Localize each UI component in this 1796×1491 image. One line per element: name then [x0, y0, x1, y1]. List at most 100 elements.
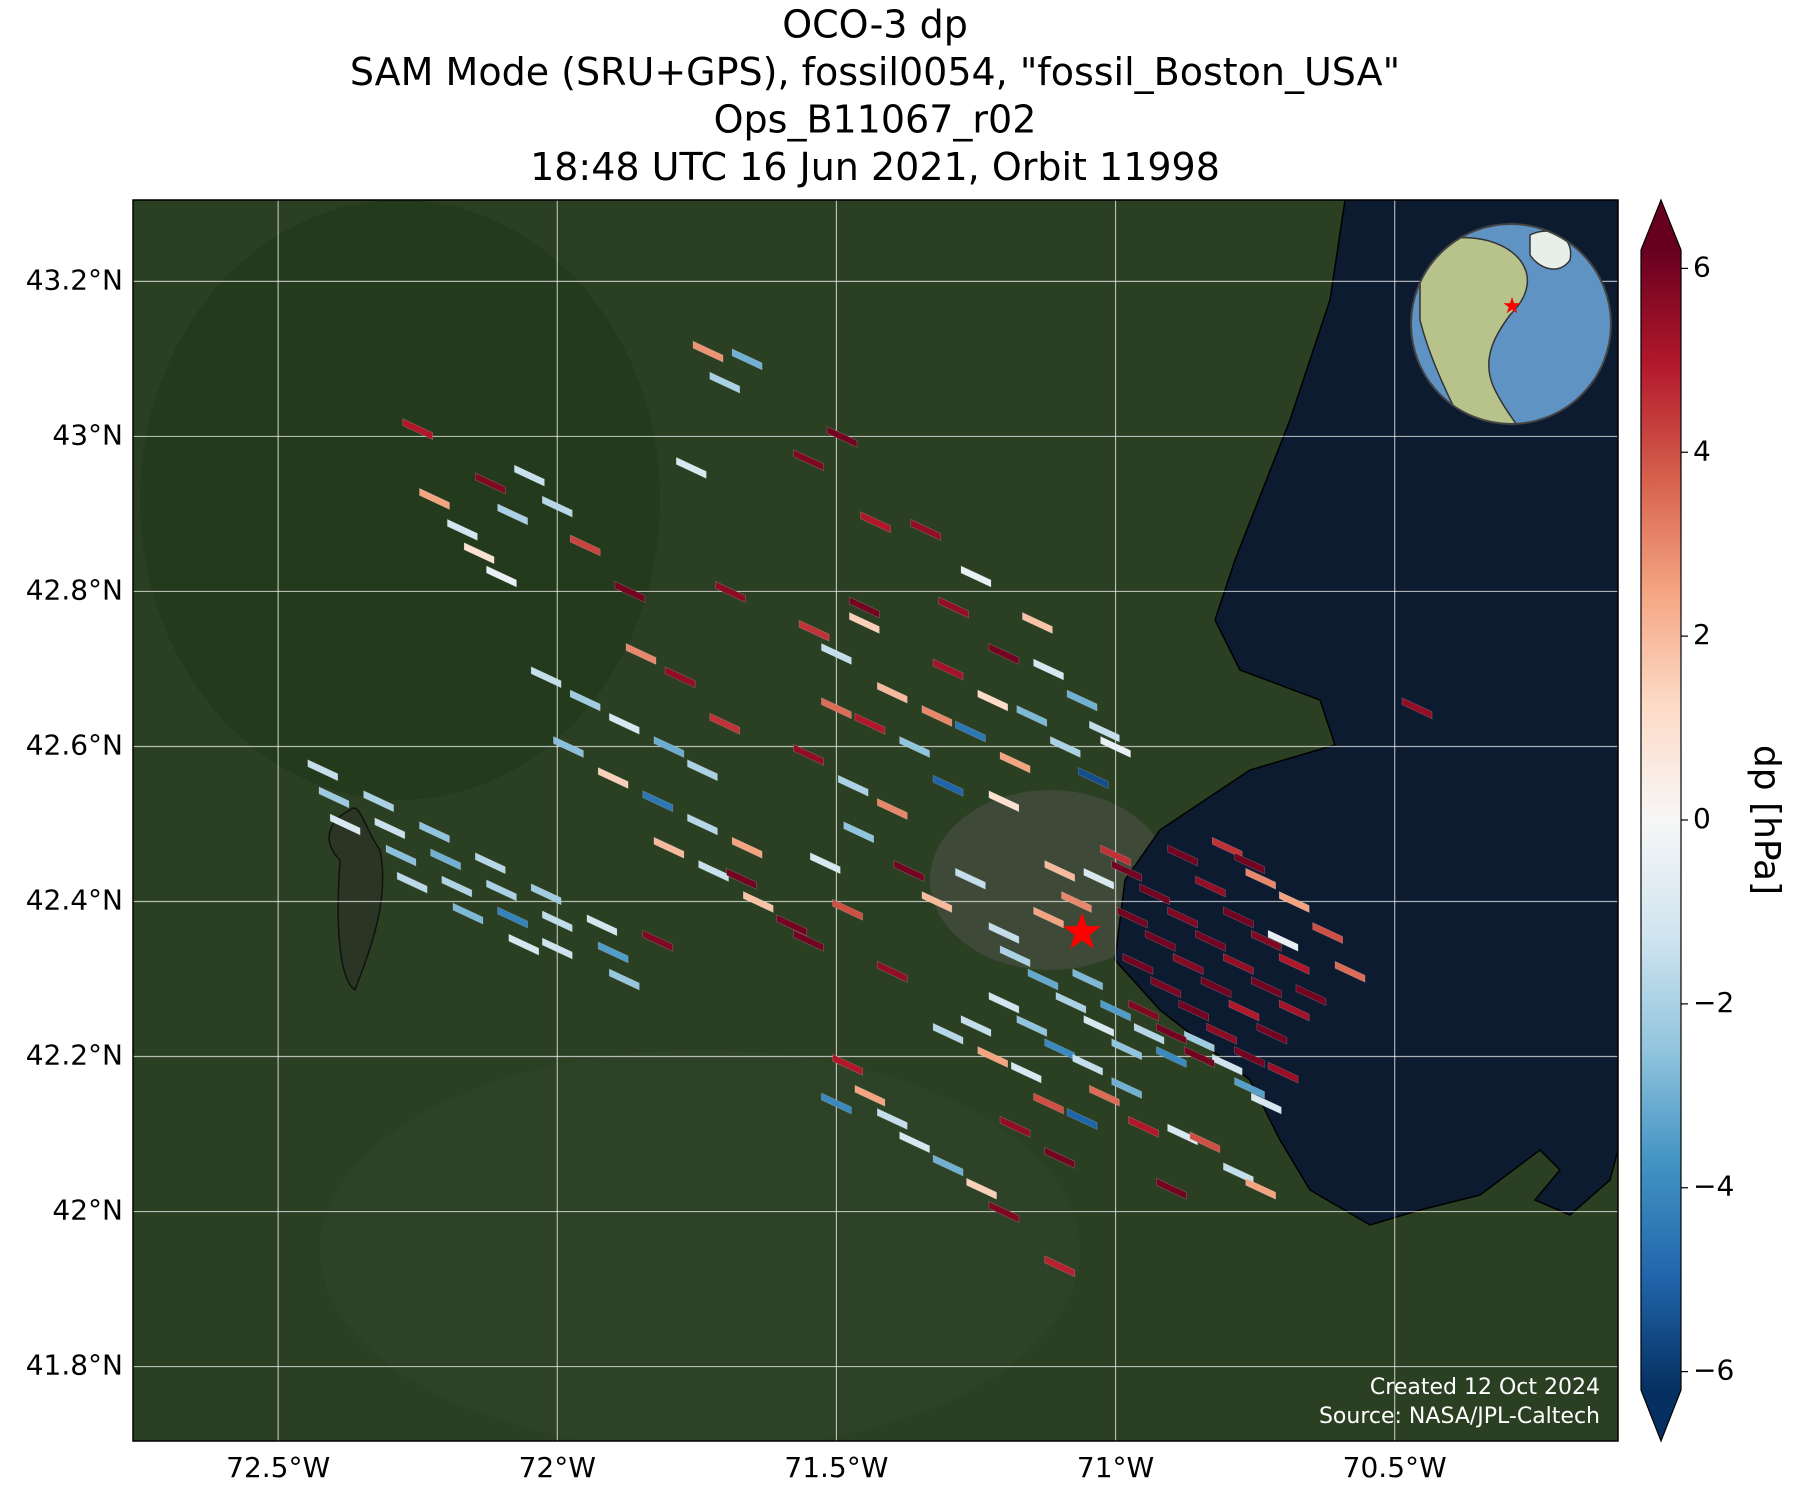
- cell: [1256, 1022, 1288, 1045]
- colorbar-tick-label: −4: [1693, 1170, 1734, 1203]
- globe-target: [1503, 297, 1521, 314]
- cell: [876, 798, 908, 820]
- cell: [932, 658, 964, 681]
- cell: [1033, 1092, 1064, 1115]
- cell: [854, 1084, 886, 1107]
- cell: [675, 456, 707, 479]
- cell: [653, 736, 685, 758]
- cell: [653, 836, 685, 859]
- cell: [419, 821, 450, 844]
- y-tick-label: 42.2°N: [26, 1039, 123, 1072]
- cell: [608, 968, 640, 991]
- cell: [977, 1046, 1009, 1069]
- cell: [1133, 1022, 1165, 1045]
- cell: [921, 704, 953, 727]
- cell: [1089, 1084, 1120, 1107]
- target-marker: [1063, 912, 1102, 949]
- colorbar-tick-label: −6: [1693, 1354, 1734, 1387]
- cell: [1267, 1061, 1299, 1084]
- cell: [692, 340, 724, 363]
- cell: [318, 786, 350, 809]
- cell: [530, 666, 562, 689]
- gridlines: [133, 200, 1618, 1441]
- colorbar-tick-label: 2: [1693, 618, 1711, 651]
- cell: [419, 487, 450, 510]
- cell: [1083, 1015, 1115, 1037]
- cell: [1100, 844, 1131, 867]
- cell: [441, 875, 473, 898]
- cell: [809, 852, 841, 875]
- cell: [932, 1022, 964, 1045]
- reservoir: [328, 807, 384, 992]
- cell: [1178, 999, 1210, 1022]
- cell: [642, 790, 674, 813]
- cell: [1044, 1255, 1076, 1278]
- cell: [1167, 844, 1198, 867]
- cell: [921, 891, 953, 913]
- cell: [1111, 860, 1143, 882]
- cell: [1234, 1077, 1265, 1100]
- cell: [793, 929, 824, 952]
- cell: [541, 910, 573, 933]
- cell: [569, 689, 601, 712]
- cell: [876, 1108, 908, 1131]
- cell: [396, 871, 428, 894]
- plot-frame: [132, 199, 1619, 1442]
- ocean: [1114, 200, 1618, 1226]
- cell: [608, 712, 640, 735]
- globe-inset: [1410, 223, 1612, 425]
- cell: [932, 1154, 964, 1177]
- cell: [508, 933, 540, 956]
- annotation: Created 12 Oct 2024: [1370, 1375, 1600, 1400]
- y-tick-label: 43.2°N: [26, 263, 123, 296]
- cell: [541, 495, 573, 518]
- cell: [988, 991, 1020, 1014]
- cell: [569, 534, 601, 557]
- cell: [402, 418, 434, 441]
- cell: [988, 790, 1020, 813]
- cell: [1144, 929, 1176, 952]
- cell: [1122, 953, 1154, 975]
- cell: [1156, 1022, 1187, 1045]
- cell: [452, 902, 484, 925]
- colorbar-label: dp [hPa]: [1746, 745, 1787, 895]
- cell: [1223, 953, 1254, 975]
- cell: [1061, 891, 1092, 913]
- cell: [497, 906, 528, 929]
- cell: [1016, 704, 1048, 727]
- cell: [832, 1053, 863, 1076]
- cell: [1278, 999, 1310, 1022]
- cell: [474, 852, 506, 875]
- cell: [664, 666, 696, 689]
- cell: [854, 712, 886, 735]
- cell: [821, 1092, 852, 1115]
- cell: [698, 860, 729, 882]
- cell: [1195, 929, 1226, 952]
- cell: [910, 518, 942, 541]
- cell: [1183, 1030, 1215, 1053]
- cell: [447, 518, 478, 541]
- cell: [776, 914, 808, 937]
- cell: [988, 642, 1020, 665]
- cell: [999, 1115, 1031, 1138]
- annotation: Source: NASA/JPL-Caltech: [1319, 1404, 1600, 1429]
- cell: [798, 619, 830, 642]
- cell: [977, 689, 1009, 712]
- cell: [1100, 999, 1131, 1022]
- colorbar-tick-label: 6: [1693, 250, 1711, 283]
- cell: [731, 836, 763, 859]
- cell: [1033, 906, 1064, 929]
- cell: [486, 565, 517, 588]
- cell: [876, 960, 908, 983]
- cell: [826, 425, 858, 448]
- colorbar: −6 −4 −2 0 2 4 6: [1640, 198, 1734, 1443]
- data-cells: [307, 340, 1433, 1278]
- cell: [1189, 1131, 1221, 1154]
- cell: [742, 891, 774, 913]
- cell: [709, 371, 741, 394]
- cell: [1206, 1022, 1237, 1045]
- cell: [1016, 1015, 1048, 1037]
- cell: [514, 464, 545, 487]
- cell: [849, 611, 880, 634]
